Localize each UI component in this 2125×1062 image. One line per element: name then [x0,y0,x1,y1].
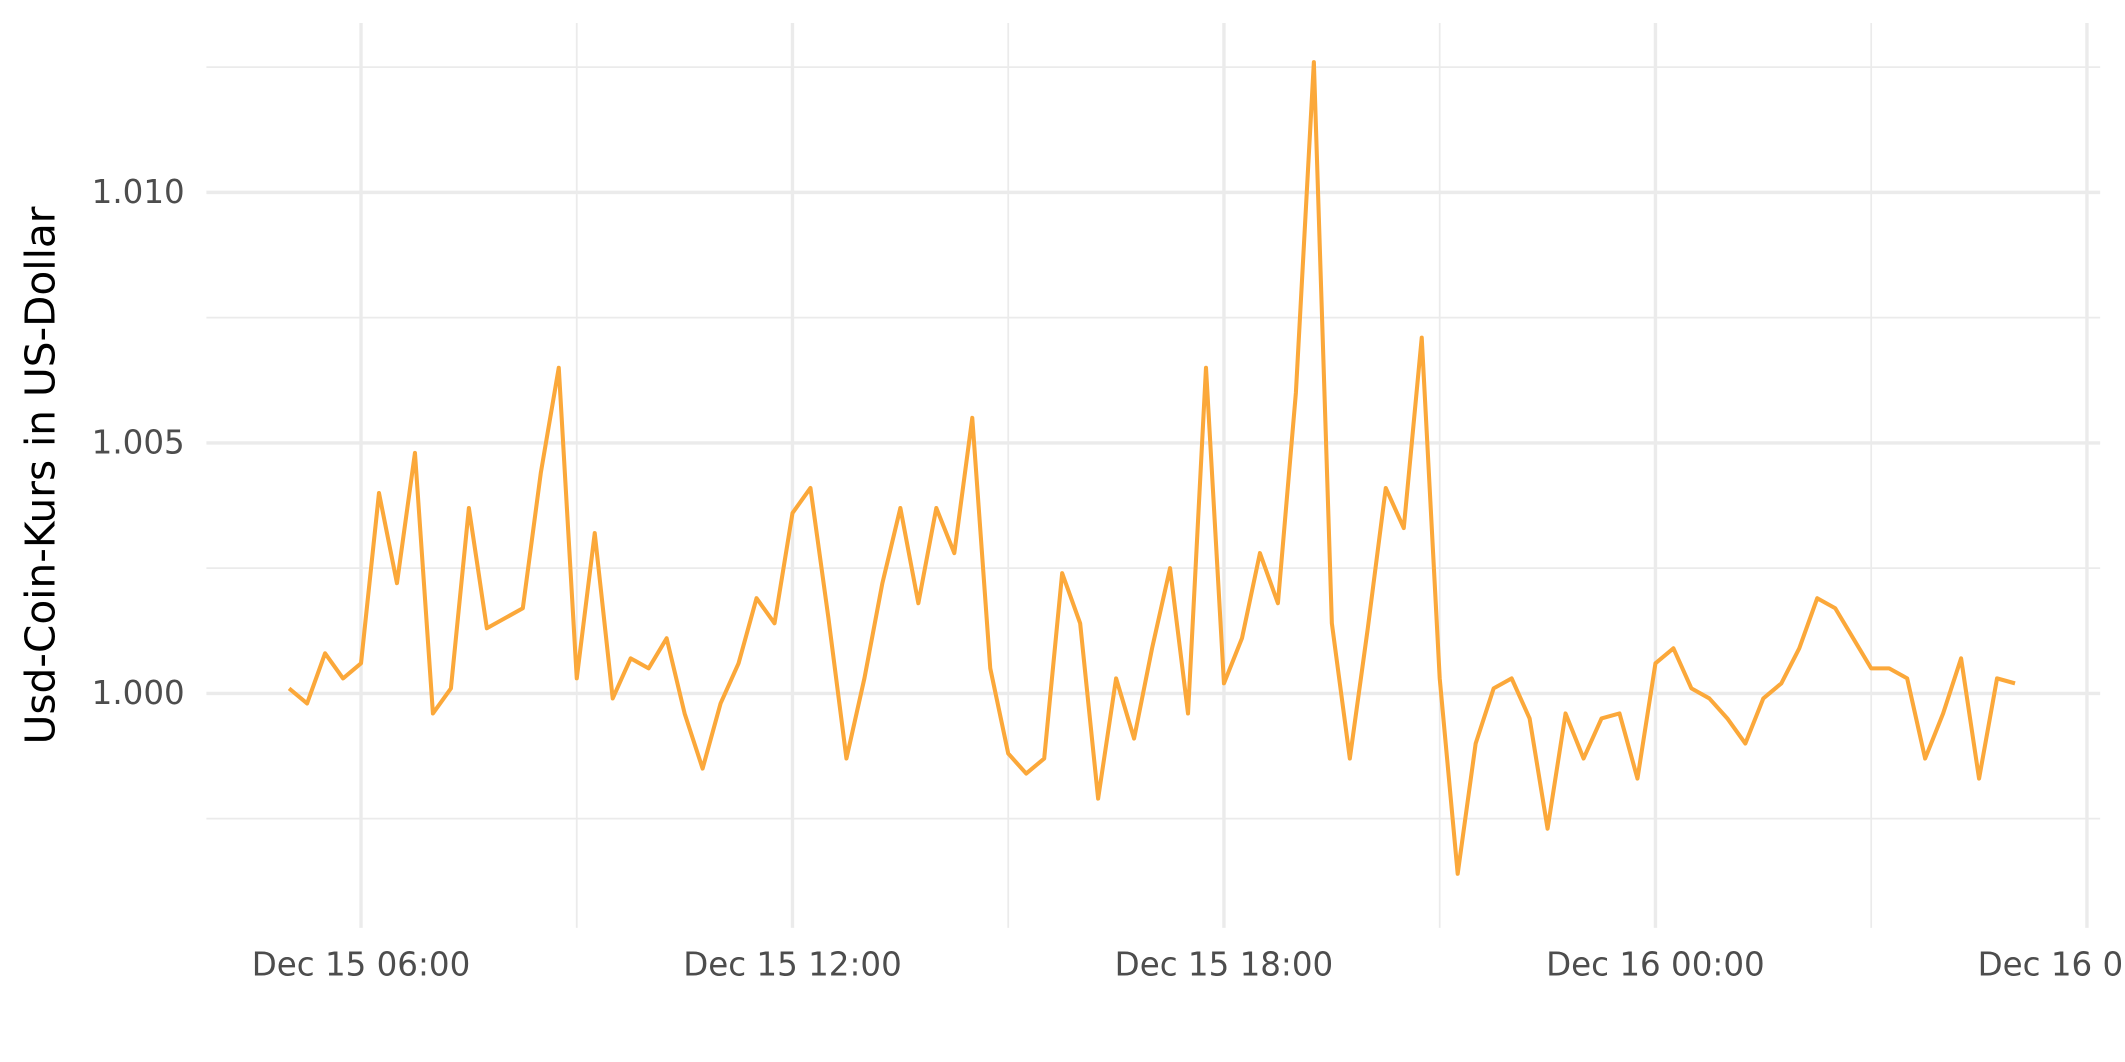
y-axis-title: Usd-Coin-Kurs in US-Dollar [17,206,65,744]
x-tick-label: Dec 16 06:00 [1978,945,2125,983]
x-tick-label: Dec 15 18:00 [1115,945,1334,983]
y-tick-label: 1.000 [92,674,185,712]
x-tick-label: Dec 16 00:00 [1546,945,1765,983]
y-tick-label: 1.005 [92,424,185,462]
x-tick-label: Dec 15 12:00 [683,945,902,983]
x-tick-label: Dec 15 06:00 [252,945,471,983]
y-tick-label: 1.010 [92,173,185,211]
grid [206,23,2101,928]
line-series [287,60,2016,876]
